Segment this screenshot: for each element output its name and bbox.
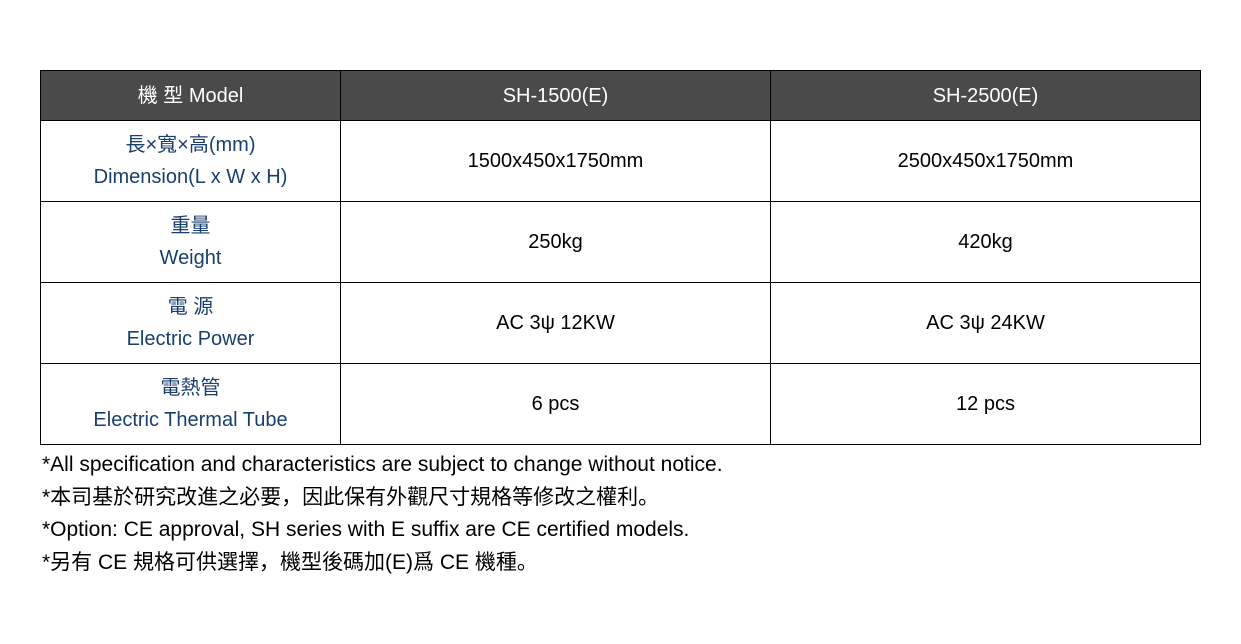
spec-table: 機 型 Model SH-1500(E) SH-2500(E) 長×寬×高(mm…: [40, 70, 1201, 445]
row-label-thermal-tube: 電熱管 Electric Thermal Tube: [41, 364, 341, 445]
cell-weight-sh1500: 250kg: [341, 202, 771, 283]
row-label-weight: 重量 Weight: [41, 202, 341, 283]
label-cn: 電 源: [45, 291, 336, 323]
footnote-line: *All specification and characteristics a…: [42, 449, 1201, 482]
header-sh1500: SH-1500(E): [341, 71, 771, 121]
cell-dimension-sh2500: 2500x450x1750mm: [771, 121, 1201, 202]
cell-power-sh2500: AC 3ψ 24KW: [771, 283, 1201, 364]
cell-weight-sh2500: 420kg: [771, 202, 1201, 283]
cell-thermal-sh1500: 6 pcs: [341, 364, 771, 445]
cell-thermal-sh2500: 12 pcs: [771, 364, 1201, 445]
table-row: 長×寬×高(mm) Dimension(L x W x H) 1500x450x…: [41, 121, 1201, 202]
header-model: 機 型 Model: [41, 71, 341, 121]
row-label-power: 電 源 Electric Power: [41, 283, 341, 364]
label-cn: 重量: [45, 210, 336, 242]
header-sh2500: SH-2500(E): [771, 71, 1201, 121]
footnote-line: *另有 CE 規格可供選擇，機型後碼加(E)爲 CE 機種。: [42, 547, 1201, 580]
label-cn: 長×寬×高(mm): [45, 129, 336, 161]
table-row: 重量 Weight 250kg 420kg: [41, 202, 1201, 283]
cell-dimension-sh1500: 1500x450x1750mm: [341, 121, 771, 202]
footnotes: *All specification and characteristics a…: [40, 449, 1201, 579]
row-label-dimension: 長×寬×高(mm) Dimension(L x W x H): [41, 121, 341, 202]
footnote-line: *Option: CE approval, SH series with E s…: [42, 514, 1201, 547]
footnote-line: *本司基於研究改進之必要，因此保有外觀尺寸規格等修改之權利。: [42, 482, 1201, 515]
label-en: Electric Thermal Tube: [45, 404, 336, 436]
table-row: 電熱管 Electric Thermal Tube 6 pcs 12 pcs: [41, 364, 1201, 445]
cell-power-sh1500: AC 3ψ 12KW: [341, 283, 771, 364]
label-en: Dimension(L x W x H): [45, 161, 336, 193]
table-header-row: 機 型 Model SH-1500(E) SH-2500(E): [41, 71, 1201, 121]
label-cn: 電熱管: [45, 372, 336, 404]
label-en: Electric Power: [45, 323, 336, 355]
label-en: Weight: [45, 242, 336, 274]
table-row: 電 源 Electric Power AC 3ψ 12KW AC 3ψ 24KW: [41, 283, 1201, 364]
